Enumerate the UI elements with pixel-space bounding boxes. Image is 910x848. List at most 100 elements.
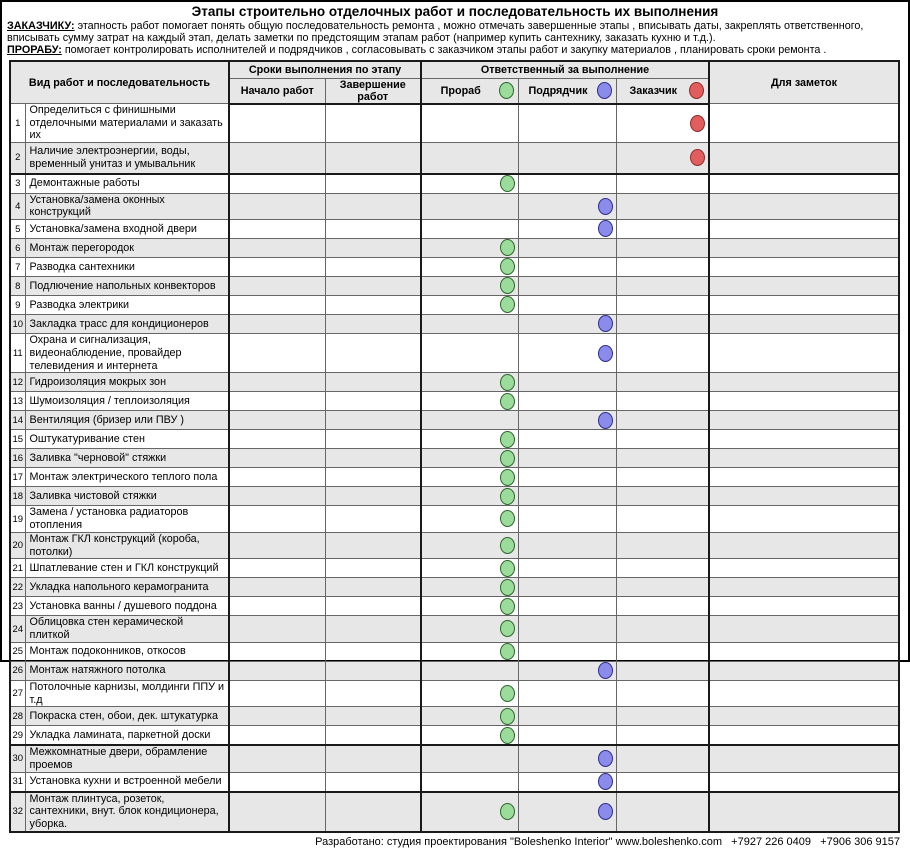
foreman-cell bbox=[420, 142, 519, 175]
start-cell bbox=[228, 486, 326, 507]
notes-cell bbox=[708, 486, 900, 507]
row-number: 21 bbox=[9, 558, 26, 579]
notes-cell bbox=[708, 333, 900, 374]
contractor-cell bbox=[517, 531, 617, 560]
foreman-mark-icon bbox=[499, 803, 515, 821]
start-cell bbox=[228, 238, 326, 259]
work-label: Потолочные карнизы, молдинги ППУ и т.д bbox=[24, 679, 230, 708]
row-number: 15 bbox=[9, 429, 26, 450]
foreman-cell bbox=[420, 429, 519, 450]
row-number: 28 bbox=[9, 706, 26, 727]
work-label: Покраска стен, обои, дек. штукатурка bbox=[24, 706, 230, 727]
notes-cell bbox=[708, 172, 900, 194]
row-number: 12 bbox=[9, 372, 26, 393]
work-label: Установка/замена оконных конструкций bbox=[24, 192, 230, 221]
end-cell bbox=[324, 142, 422, 175]
client-cell bbox=[615, 314, 711, 335]
header-dates-group: Сроки выполнения по этапу bbox=[228, 60, 422, 79]
work-label: Межкомнатные двери, обрамление проемов bbox=[24, 744, 230, 773]
contractor-cell bbox=[517, 192, 617, 221]
notes-cell bbox=[708, 531, 900, 560]
row-number: 2 bbox=[9, 142, 26, 175]
end-cell bbox=[324, 391, 422, 412]
table-row: 30 Межкомнатные двери, обрамление проемо… bbox=[9, 744, 900, 773]
start-cell bbox=[228, 596, 326, 617]
contractor-cell bbox=[517, 429, 617, 450]
row-number: 13 bbox=[9, 391, 26, 412]
foreman-cell bbox=[420, 410, 519, 431]
start-cell bbox=[228, 410, 326, 431]
work-label: Установка ванны / душевого поддона bbox=[24, 596, 230, 617]
notes-cell bbox=[708, 314, 900, 335]
contractor-mark-icon bbox=[597, 220, 613, 238]
foreman-cell bbox=[420, 486, 519, 507]
work-label: Гидроизоляция мокрых зон bbox=[24, 372, 230, 393]
row-number: 27 bbox=[9, 679, 26, 708]
header-contractor: Подрядчик bbox=[517, 77, 617, 105]
foreman-mark-icon bbox=[499, 296, 515, 314]
end-cell bbox=[324, 448, 422, 469]
work-label: Монтаж ГКЛ конструкций (короба, потолки) bbox=[24, 531, 230, 560]
notes-cell bbox=[708, 410, 900, 431]
foreman-mark-icon bbox=[499, 620, 515, 638]
contractor-cell bbox=[517, 725, 617, 746]
client-cell bbox=[615, 238, 711, 259]
work-label: Вентиляция (бризер или ПВУ ) bbox=[24, 410, 230, 431]
row-number: 29 bbox=[9, 725, 26, 746]
end-cell bbox=[324, 531, 422, 560]
end-cell bbox=[324, 679, 422, 708]
start-cell bbox=[228, 505, 326, 533]
foreman-mark-icon bbox=[499, 684, 515, 702]
end-cell bbox=[324, 596, 422, 617]
notes-cell bbox=[708, 706, 900, 727]
foreman-cell bbox=[420, 448, 519, 469]
contractor-cell bbox=[517, 372, 617, 393]
start-cell bbox=[228, 706, 326, 727]
notes-cell bbox=[708, 744, 900, 773]
foreman-cell bbox=[420, 531, 519, 560]
row-number: 32 bbox=[9, 790, 26, 833]
notes-cell bbox=[708, 505, 900, 533]
notes-cell bbox=[708, 577, 900, 598]
client-cell bbox=[615, 596, 711, 617]
row-number: 19 bbox=[9, 505, 26, 533]
end-cell bbox=[324, 172, 422, 194]
row-number: 17 bbox=[9, 467, 26, 488]
client-cell bbox=[615, 276, 711, 297]
client-cell bbox=[615, 531, 711, 560]
client-cell bbox=[615, 295, 711, 316]
start-cell bbox=[228, 192, 326, 221]
client-cell bbox=[615, 744, 711, 773]
end-cell bbox=[324, 314, 422, 335]
notes-cell bbox=[708, 615, 900, 643]
notes-cell bbox=[708, 641, 900, 662]
work-label: Монтаж подоконников, откосов bbox=[24, 641, 230, 662]
end-cell bbox=[324, 486, 422, 507]
foreman-cell bbox=[420, 295, 519, 316]
end-cell bbox=[324, 615, 422, 643]
foreman-mark-icon bbox=[499, 373, 515, 391]
row-number: 4 bbox=[9, 192, 26, 221]
table-row: 20 Монтаж ГКЛ конструкций (короба, потол… bbox=[9, 531, 900, 560]
start-cell bbox=[228, 448, 326, 469]
work-label: Заливка "черновой" стяжки bbox=[24, 448, 230, 469]
contractor-mark-icon bbox=[597, 411, 613, 429]
table-row: 12 Гидроизоляция мокрых зон bbox=[9, 372, 900, 393]
foreman-mark-icon bbox=[499, 175, 515, 192]
foreman-mark-icon bbox=[499, 707, 515, 725]
work-label: Монтаж перегородок bbox=[24, 238, 230, 259]
notes-cell bbox=[708, 102, 900, 144]
legend-client-icon bbox=[689, 82, 705, 99]
foreman-cell bbox=[420, 744, 519, 773]
row-number: 7 bbox=[9, 257, 26, 278]
foreman-cell bbox=[420, 467, 519, 488]
foreman-cell bbox=[420, 391, 519, 412]
foreman-mark-icon bbox=[499, 468, 515, 486]
notes-cell bbox=[708, 725, 900, 746]
start-cell bbox=[228, 771, 326, 793]
row-number: 20 bbox=[9, 531, 26, 560]
table-row: 3 Демонтажные работы bbox=[9, 172, 900, 194]
work-label: Шумоизоляция / теплоизоляция bbox=[24, 391, 230, 412]
foreman-cell bbox=[420, 192, 519, 221]
contractor-cell bbox=[517, 448, 617, 469]
